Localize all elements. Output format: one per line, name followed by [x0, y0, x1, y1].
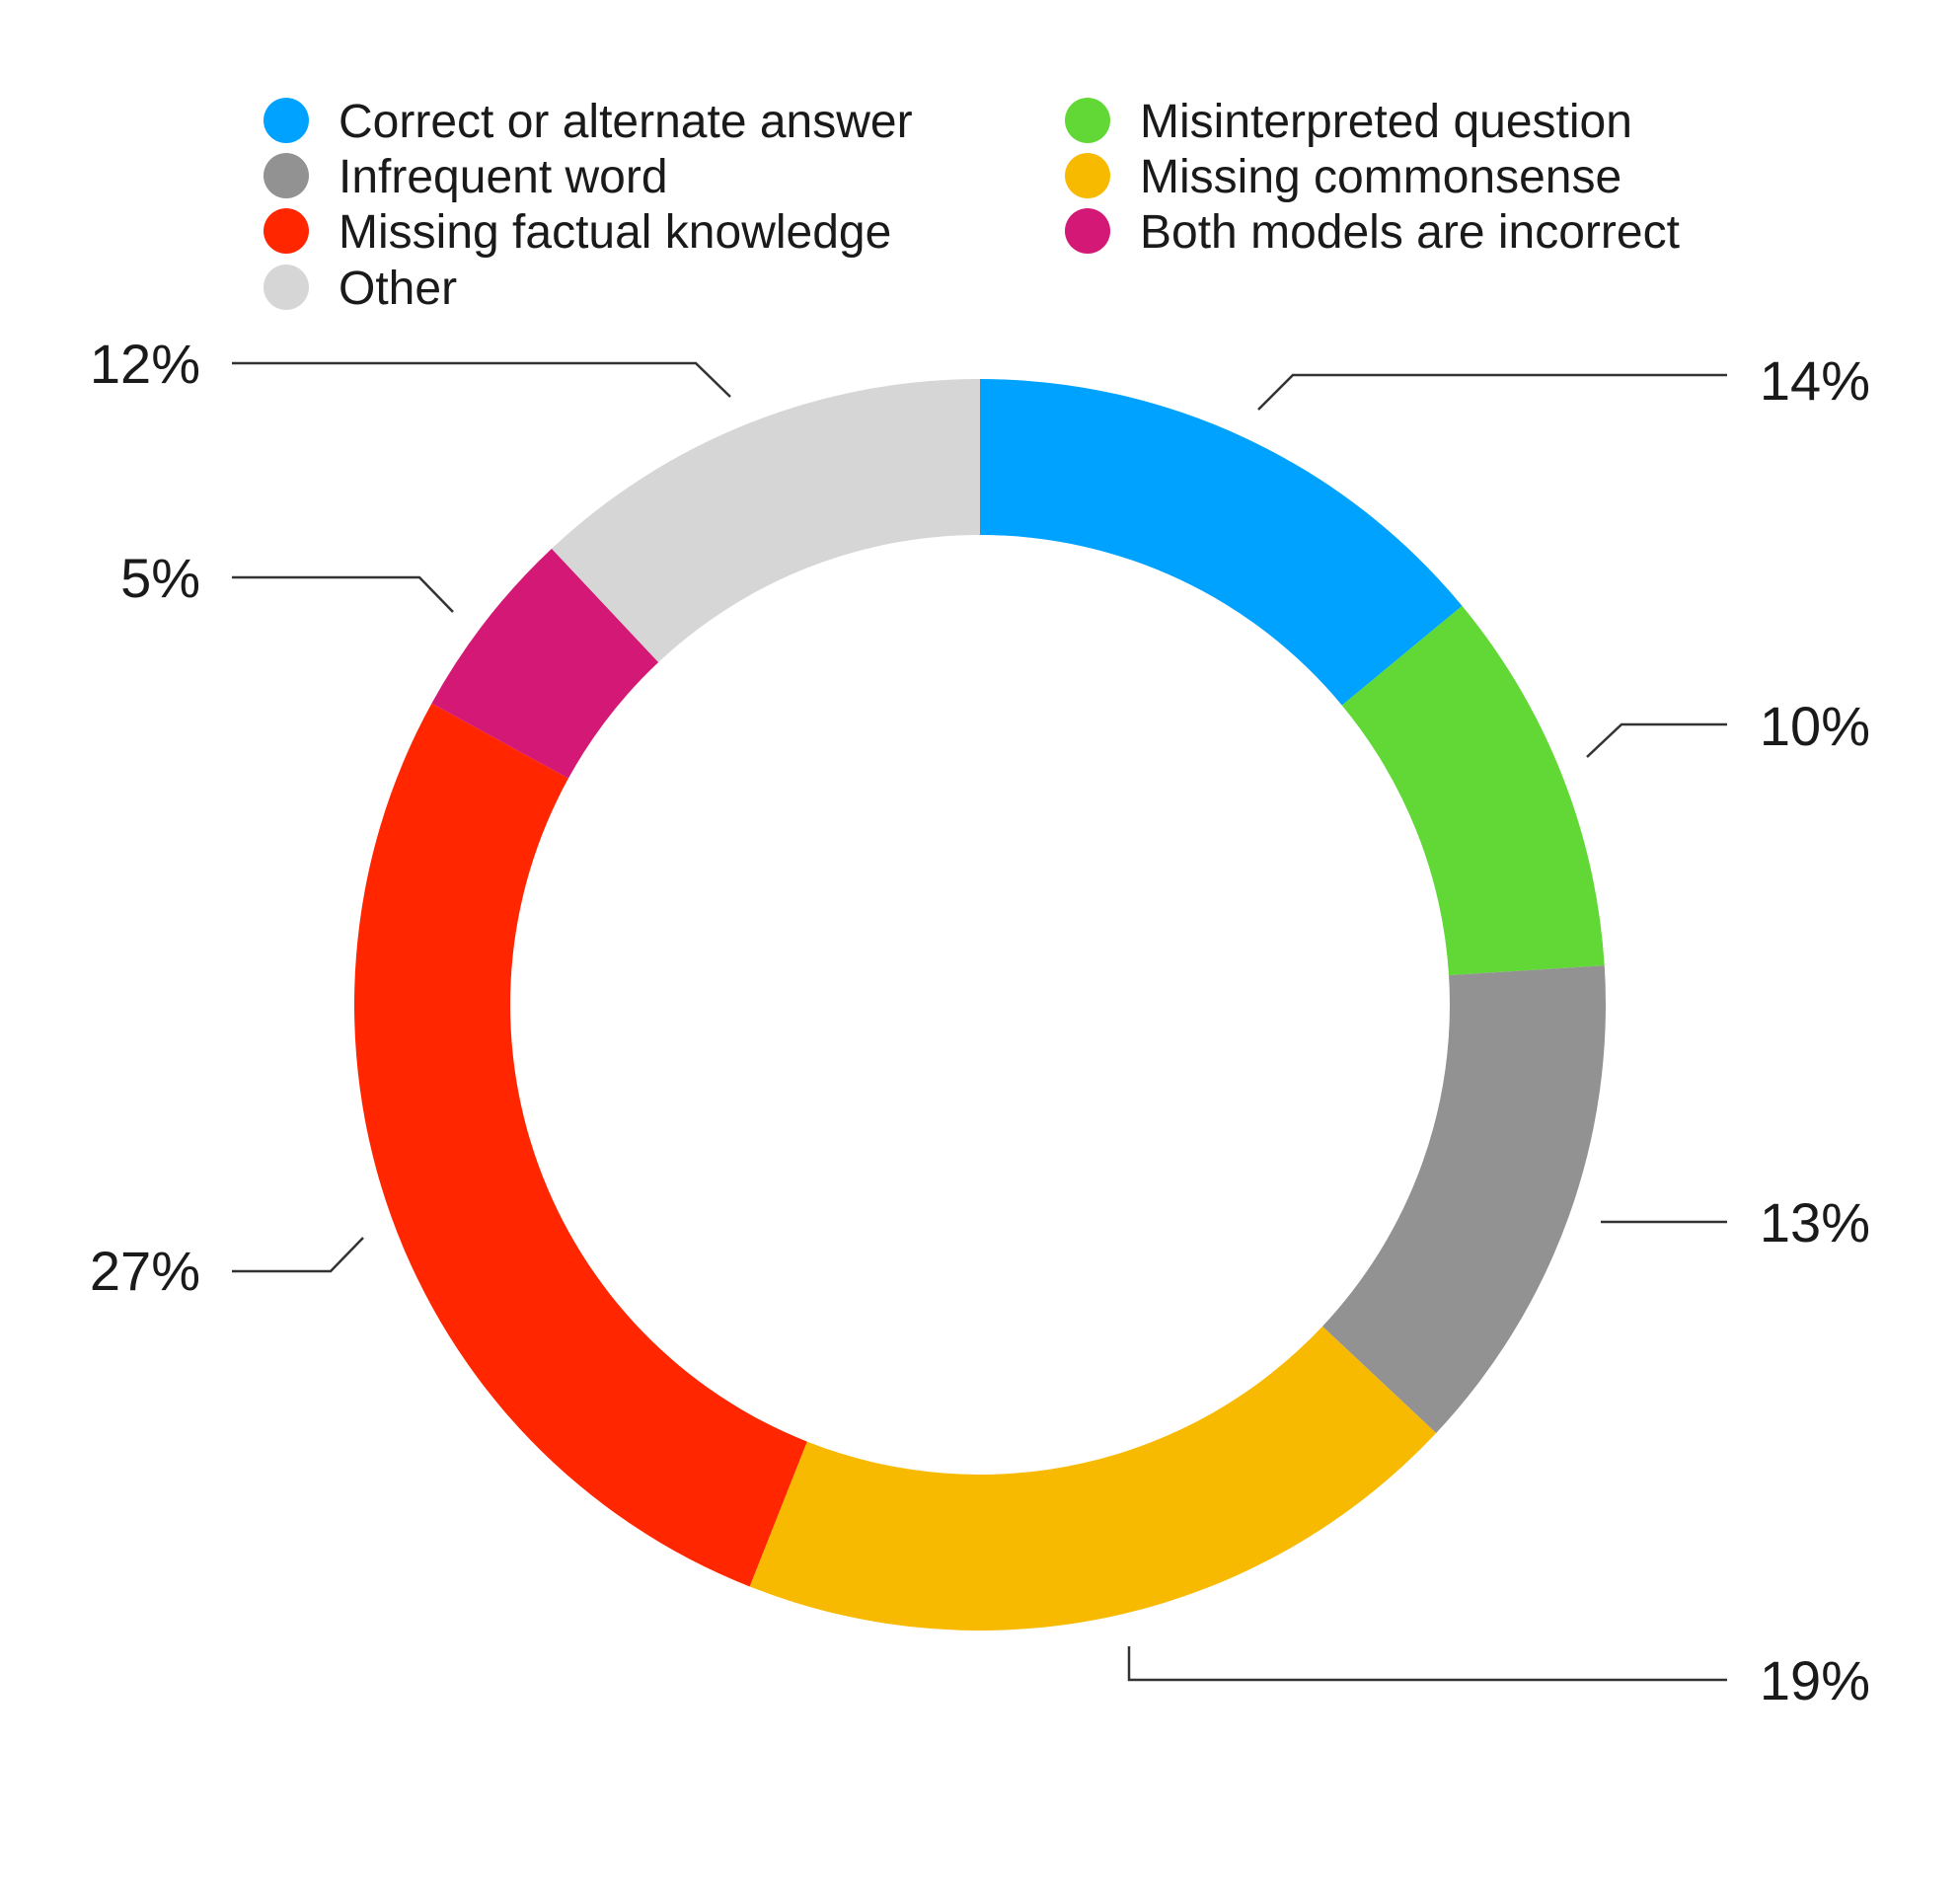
leader-line-missing-factual-knowledge [232, 1237, 364, 1273]
legend-label-infrequent-word: Infrequent word [339, 151, 668, 203]
legend-item-missing-commonsense: Missing commonsense [1065, 151, 1621, 203]
legend-item-misinterpreted-question: Misinterpreted question [1065, 96, 1632, 148]
legend-swatch-other [264, 265, 309, 310]
slice-misinterpreted-question [1341, 605, 1605, 976]
slice-both-models-are-incorrect [431, 548, 659, 779]
legend-item-other: Other [264, 263, 457, 315]
leader-line-both-models-are-incorrect [232, 575, 454, 613]
legend-label-both-models-are-incorrect: Both models are incorrect [1140, 206, 1680, 259]
slice-other [551, 379, 980, 663]
legend-label-misinterpreted-question: Misinterpreted question [1140, 96, 1632, 148]
legend-item-infrequent-word: Infrequent word [264, 151, 668, 203]
slice-correct-or-alternate-answer [980, 379, 1463, 706]
leader-line-missing-commonsense [1127, 1646, 1727, 1682]
leader-line-correct-or-alternate-answer [1257, 373, 1727, 411]
percent-label-misinterpreted-question: 10% [1760, 695, 1870, 757]
legend-label-correct-or-alternate-answer: Correct or alternate answer [339, 96, 913, 148]
legend-swatch-both-models-are-incorrect [1065, 208, 1110, 254]
legend-swatch-missing-commonsense [1065, 153, 1110, 198]
legend-item-correct-or-alternate-answer: Correct or alternate answer [264, 96, 913, 148]
slice-missing-factual-knowledge [353, 703, 807, 1587]
leader-line-other [232, 361, 731, 398]
legend-swatch-infrequent-word [264, 153, 309, 198]
percent-label-infrequent-word: 13% [1760, 1191, 1870, 1253]
legend-swatch-missing-factual-knowledge [264, 208, 309, 254]
percent-label-missing-factual-knowledge: 27% [90, 1240, 200, 1302]
legend-label-missing-factual-knowledge: Missing factual knowledge [339, 206, 891, 259]
slice-infrequent-word [1321, 965, 1606, 1434]
percent-label-correct-or-alternate-answer: 14% [1760, 349, 1870, 412]
percent-label-other: 12% [90, 333, 200, 395]
legend-item-missing-factual-knowledge: Missing factual knowledge [264, 206, 891, 259]
slice-missing-commonsense [749, 1326, 1437, 1631]
legend-swatch-correct-or-alternate-answer [264, 98, 309, 143]
leader-lines [232, 361, 1727, 1682]
percent-labels: 14% 10% 13% 19% 27% 5% 12% [90, 333, 1870, 1711]
percent-label-missing-commonsense: 19% [1760, 1649, 1870, 1711]
chart-legend: Correct or alternate answer Misinterprete… [264, 96, 1680, 315]
legend-label-missing-commonsense: Missing commonsense [1140, 151, 1621, 203]
leader-line-misinterpreted-question [1586, 722, 1727, 758]
percent-label-both-models-are-incorrect: 5% [120, 547, 200, 609]
legend-label-other: Other [339, 263, 457, 315]
legend-item-both-models-are-incorrect: Both models are incorrect [1065, 206, 1680, 259]
legend-swatch-misinterpreted-question [1065, 98, 1110, 143]
donut-slices [353, 379, 1606, 1631]
